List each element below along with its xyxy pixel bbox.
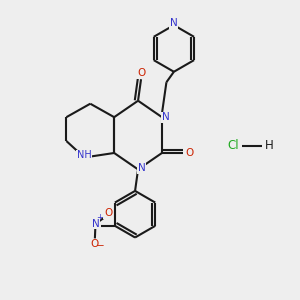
Text: N: N (92, 219, 99, 229)
Text: H: H (265, 139, 274, 152)
Text: NH: NH (77, 150, 92, 160)
Text: O: O (91, 239, 99, 249)
Text: O: O (137, 68, 145, 78)
Text: N: N (162, 112, 170, 122)
Text: N: N (170, 18, 178, 28)
Text: Cl: Cl (228, 139, 239, 152)
Text: +: + (96, 213, 103, 222)
Text: −: − (96, 242, 104, 251)
Text: O: O (185, 148, 194, 158)
Text: N: N (138, 163, 146, 173)
Text: O: O (104, 208, 112, 218)
